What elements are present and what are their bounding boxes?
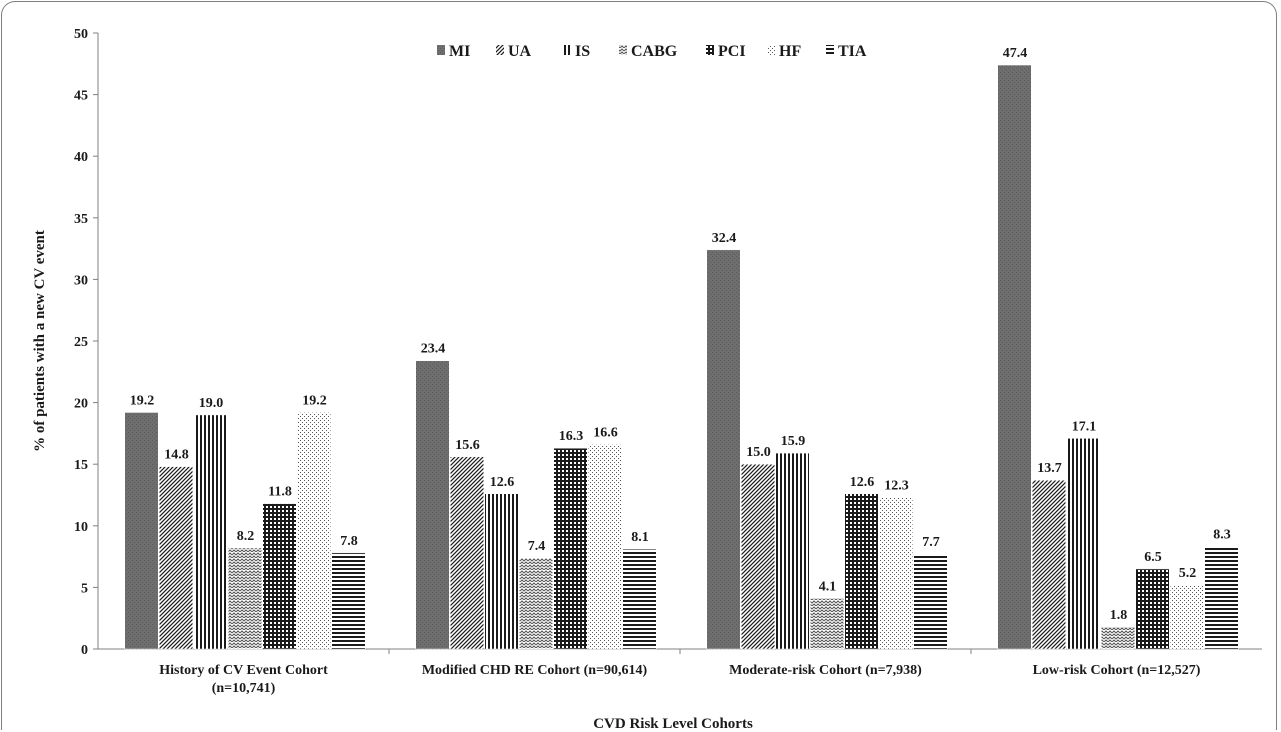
bar-pci-0 [262,503,297,650]
x-tick-label: Modified CHD RE Cohort (n=90,614) [422,663,648,678]
y-tick-label: 5 [81,581,88,596]
legend-label-cabg: CABG [631,43,678,60]
bar-mi-2 [706,249,741,650]
bar-ua-0 [159,466,193,650]
data-labels: 19.2 14.8 19.0 8.2 11.8 19.2 7.8 23.4 15.6 12.6 7.… [130,46,1231,623]
y-tick-label: 50 [74,27,88,42]
y-tick-label: 35 [74,212,88,227]
x-tick-label: Low-risk Cohort (n=12,527) [1033,663,1201,678]
legend-swatch-tia [826,45,834,55]
data-label: 19.0 [199,396,224,411]
bar-ua-3 [1032,479,1066,650]
bar-is-1 [484,493,519,650]
x-axis-label: CVD Risk Level Cohorts [593,716,753,732]
legend: MI UA IS CABG PCI HF TIA [437,43,867,60]
data-label: 5.2 [1179,566,1197,581]
legend-label-ua: UA [508,43,532,60]
x-tick-label: History of CV Event Cohort [159,663,328,678]
y-tick-label: 40 [74,150,88,165]
data-label: 7.8 [340,534,358,549]
x-tick-label: Moderate-risk Cohort (n=7,938) [729,663,922,678]
bar-is-2 [775,452,810,650]
bar-tia-0 [331,552,366,650]
data-label: 15.9 [781,434,806,449]
data-label: 19.2 [302,393,327,408]
bar-is-3 [1066,438,1101,650]
data-label: 8.3 [1213,528,1231,543]
data-label: 1.8 [1110,608,1128,623]
bar-hf-0 [297,412,331,650]
data-label: 4.1 [819,579,837,594]
data-label: 32.4 [712,231,737,246]
y-tick-label: 15 [74,458,88,473]
bar-cabg-3 [1101,626,1135,650]
bar-mi-0 [124,412,159,650]
y-tick-label: 20 [74,397,88,412]
bar-ua-2 [741,463,775,650]
legend-label-is: IS [575,43,590,60]
y-tick-label: 30 [74,273,88,288]
legend-swatch-pci [706,45,714,55]
bar-is-0 [193,414,228,650]
data-label: 19.2 [130,393,155,408]
data-label: 17.1 [1072,419,1097,434]
y-tick-label: 25 [74,335,88,350]
bar-ua-1 [450,456,484,650]
data-label: 15.0 [746,445,771,460]
data-label: 8.1 [631,530,649,545]
bar-tia-2 [913,553,948,650]
data-label: 11.8 [268,485,292,500]
data-label: 14.8 [164,448,189,463]
data-label: 8.2 [237,529,255,544]
data-label: 16.3 [559,429,584,444]
data-label: 6.5 [1144,550,1162,565]
data-label: 7.7 [922,535,940,550]
legend-swatch-hf [767,45,775,55]
y-tick-label: 45 [74,89,88,104]
data-label: 13.7 [1037,461,1062,476]
legend-swatch-ua [496,45,504,55]
data-label: 16.6 [593,425,618,440]
bar-cabg-0 [228,547,262,650]
bar-cabg-1 [519,557,553,650]
data-label: 12.6 [490,475,515,490]
data-label: 12.6 [850,475,875,490]
x-tick-label: (n=10,741) [212,681,276,696]
bar-tia-1 [622,548,657,650]
bar-cabg-2 [810,598,844,650]
y-tick-label: 10 [74,520,88,535]
data-label: 23.4 [421,342,446,357]
legend-swatch-mi [437,45,445,55]
legend-swatch-is [563,45,571,55]
legend-label-hf: HF [779,43,801,60]
bar-tia-3 [1204,546,1239,650]
bar-mi-3 [997,64,1032,650]
data-label: 15.6 [455,438,480,453]
bar-mi-1 [415,360,450,650]
bar-hf-1 [588,444,622,650]
legend-label-mi: MI [449,43,470,60]
legend-label-tia: TIA [838,43,867,60]
legend-label-pci: PCI [718,43,746,60]
legend-swatch-cabg [619,45,627,55]
bar-hf-3 [1170,584,1204,650]
data-label: 12.3 [884,478,909,493]
bar-hf-2 [879,497,913,650]
data-label: 47.4 [1003,46,1028,61]
bars [124,64,1239,650]
data-label: 7.4 [528,539,546,554]
axes: 0 5 10 15 20 25 30 35 40 45 50 % of patients with a… [32,27,1262,732]
bar-pci-3 [1135,568,1170,650]
y-axis-label: % of patients with a new CV event [32,230,48,452]
bar-pci-1 [553,447,588,650]
bar-pci-2 [844,493,879,650]
y-tick-label: 0 [81,643,88,658]
